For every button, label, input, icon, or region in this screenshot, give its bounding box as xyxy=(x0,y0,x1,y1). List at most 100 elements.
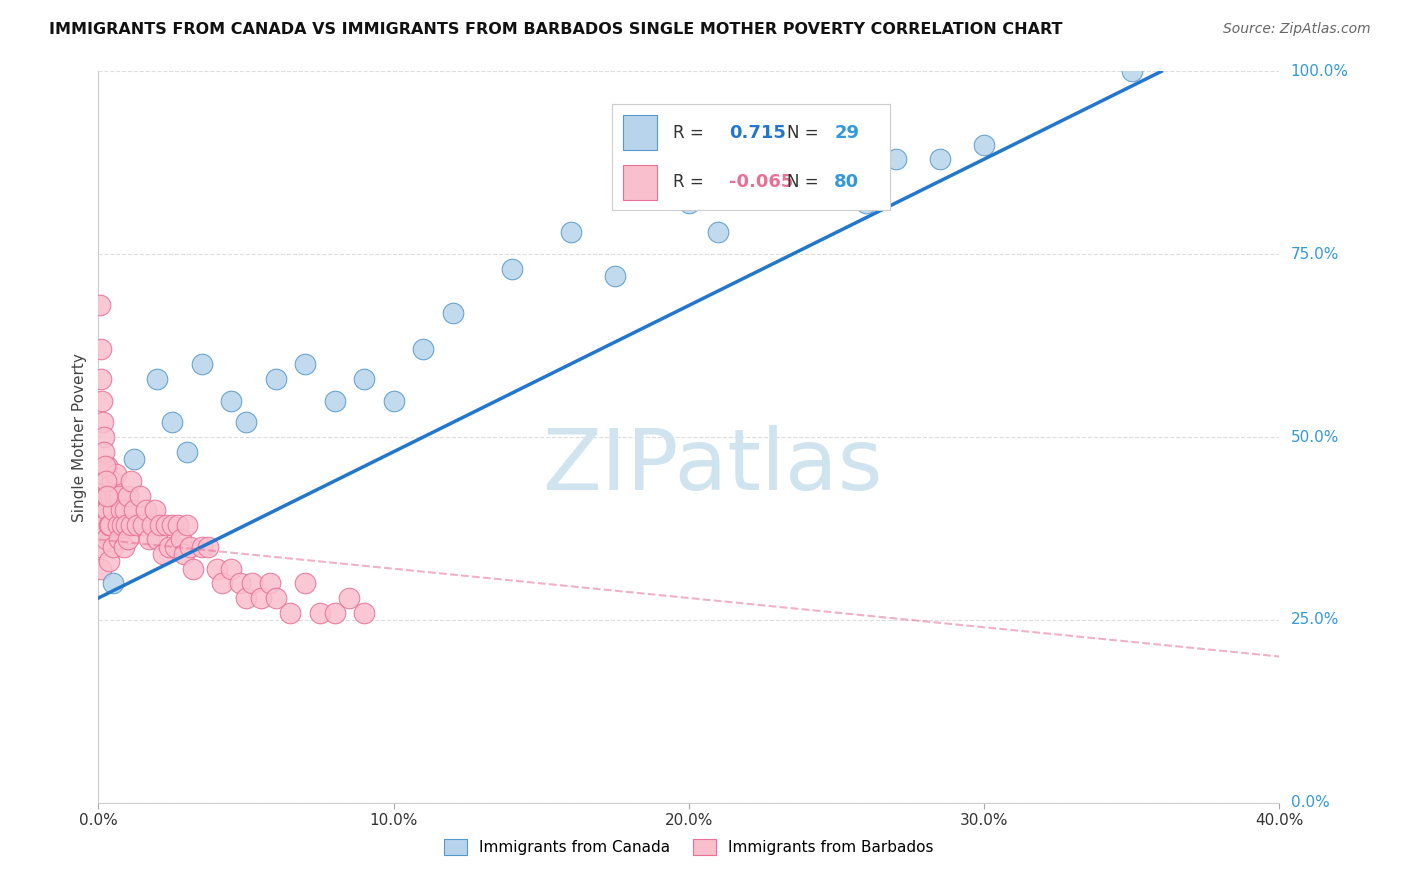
Point xyxy=(855,196,877,211)
Point xyxy=(114,503,136,517)
Point xyxy=(205,562,228,576)
Point xyxy=(173,547,195,561)
Point xyxy=(167,517,190,532)
Point xyxy=(120,517,142,532)
Point xyxy=(103,503,125,517)
Point xyxy=(191,540,214,554)
Point xyxy=(94,489,117,503)
Point xyxy=(90,503,112,517)
Point xyxy=(110,503,132,517)
Point xyxy=(93,444,115,458)
Point xyxy=(96,503,118,517)
Point xyxy=(176,517,198,532)
Point xyxy=(135,503,157,517)
Point xyxy=(259,576,281,591)
Text: 0.0%: 0.0% xyxy=(1291,796,1329,810)
Point xyxy=(93,430,115,444)
Text: Source: ZipAtlas.com: Source: ZipAtlas.com xyxy=(1223,22,1371,37)
Point xyxy=(294,576,316,591)
Point xyxy=(146,371,169,385)
Point xyxy=(100,474,122,488)
Point xyxy=(97,517,120,532)
Point xyxy=(94,474,117,488)
Point xyxy=(146,533,169,547)
Point xyxy=(105,467,128,481)
Point xyxy=(162,416,183,430)
Point xyxy=(294,357,316,371)
Point xyxy=(796,137,818,152)
Point xyxy=(120,474,142,488)
Point xyxy=(143,503,166,517)
Text: IMMIGRANTS FROM CANADA VS IMMIGRANTS FROM BARBADOS SINGLE MOTHER POVERTY CORRELA: IMMIGRANTS FROM CANADA VS IMMIGRANTS FRO… xyxy=(49,22,1063,37)
Point xyxy=(93,467,115,481)
Point xyxy=(707,225,730,239)
Point xyxy=(125,517,148,532)
Point xyxy=(264,371,287,385)
Point xyxy=(112,540,135,554)
Point xyxy=(141,517,163,532)
Point xyxy=(138,533,160,547)
Point xyxy=(165,540,187,554)
Point xyxy=(309,606,332,620)
Point xyxy=(678,196,700,211)
Point xyxy=(98,517,121,532)
Point xyxy=(412,343,434,357)
Point xyxy=(176,444,198,458)
Point xyxy=(155,517,177,532)
Point xyxy=(128,489,150,503)
Point xyxy=(90,343,112,357)
Point xyxy=(115,517,138,532)
Point xyxy=(339,591,361,605)
Point xyxy=(108,489,131,503)
Point xyxy=(122,503,145,517)
Point xyxy=(181,562,204,576)
Point xyxy=(91,481,114,495)
Point xyxy=(91,525,114,540)
Text: 75.0%: 75.0% xyxy=(1291,247,1339,261)
Text: 50.0%: 50.0% xyxy=(1291,430,1339,444)
Point xyxy=(441,306,464,320)
Text: 25.0%: 25.0% xyxy=(1291,613,1339,627)
Point xyxy=(117,533,139,547)
Point xyxy=(240,576,263,591)
Point xyxy=(117,489,139,503)
Point xyxy=(264,591,287,605)
Point xyxy=(152,547,174,561)
Point xyxy=(250,591,273,605)
Point xyxy=(91,416,114,430)
Point xyxy=(235,416,257,430)
Point xyxy=(1121,64,1143,78)
Point xyxy=(89,298,111,312)
Point xyxy=(90,562,112,576)
Point xyxy=(98,489,121,503)
Point xyxy=(94,459,117,474)
Point xyxy=(221,393,243,408)
Point xyxy=(108,533,131,547)
Point xyxy=(197,540,219,554)
Point xyxy=(323,393,346,408)
Text: ZIPatlas: ZIPatlas xyxy=(543,425,883,508)
Point xyxy=(122,452,145,467)
Point xyxy=(179,540,201,554)
Point xyxy=(96,459,118,474)
Point xyxy=(353,371,375,385)
Point xyxy=(90,371,112,385)
Point xyxy=(634,174,657,188)
Point xyxy=(91,393,114,408)
Point xyxy=(97,554,120,568)
Point xyxy=(170,533,193,547)
Point xyxy=(280,606,302,620)
Point xyxy=(605,269,627,284)
Point xyxy=(96,489,118,503)
Point xyxy=(723,152,745,166)
Point xyxy=(107,517,129,532)
Point xyxy=(149,517,172,532)
Point xyxy=(103,576,125,591)
Point xyxy=(103,540,125,554)
Point xyxy=(929,152,952,166)
Point xyxy=(737,152,759,166)
Point xyxy=(104,489,127,503)
Point xyxy=(111,517,134,532)
Point xyxy=(191,357,214,371)
Point xyxy=(157,540,180,554)
